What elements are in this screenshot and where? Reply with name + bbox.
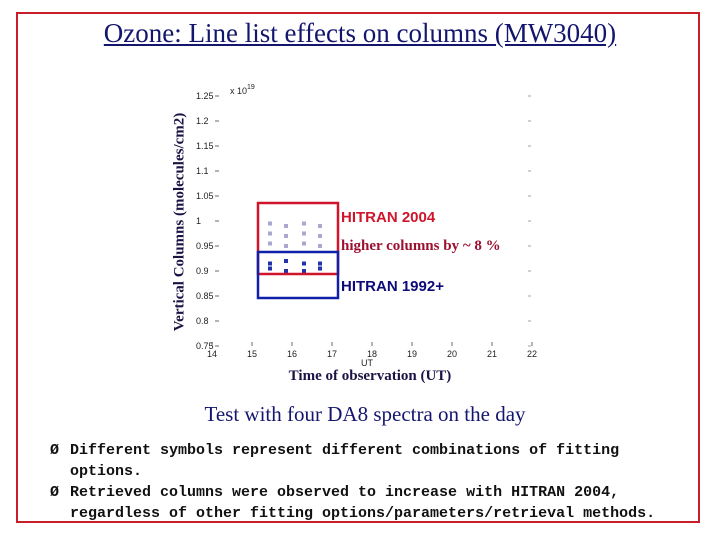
test-description: Test with four DA8 spectra on the day: [204, 402, 526, 426]
chart-x-axis-label: Time of observation (UT): [288, 368, 452, 384]
data-point: [302, 241, 306, 246]
y-tick-label: 1.1: [196, 166, 209, 176]
annotation-hitran-2004: HITRAN 2004: [341, 209, 436, 226]
bullet-arrow-icon: Ø: [50, 442, 60, 459]
data-point: [284, 244, 288, 248]
x-tick-label: 15: [247, 349, 257, 359]
data-point: [318, 261, 322, 266]
data-point: [284, 234, 288, 238]
bullet-list: Ø Different symbols represent different …: [50, 440, 690, 524]
y-tick-label: 1.25: [196, 91, 214, 101]
x-tick-group: 14 15 16 17 18 19 20 21 22: [207, 342, 537, 359]
y-multiplier-label: x 1019: [230, 84, 255, 96]
chart-svg: 0.75 0.8 0.85 0.9 0.95 1 1.05 1.1 1.15 1.2 1.25 14…: [196, 84, 537, 368]
y-tick-label: 0.85: [196, 291, 214, 301]
bullet-item: Ø Retrieved columns were observed to inc…: [50, 482, 690, 503]
data-point: [302, 231, 306, 236]
y-tick-label: 0.8: [196, 316, 209, 326]
data-point: [268, 241, 272, 246]
data-point: [302, 261, 306, 266]
y-tick-label: 1: [196, 216, 201, 226]
bullet-text: Retrieved columns were observed to incre…: [70, 484, 620, 501]
x-tick-label: 18: [367, 349, 377, 359]
x-tick-label: 22: [527, 349, 537, 359]
x-tick-label: 21: [487, 349, 497, 359]
bullet-continuation: regardless of other fitting options/para…: [70, 505, 656, 522]
y-tick-label: 1.15: [196, 141, 214, 151]
hitran-2004-box: [256, 201, 340, 276]
data-point: [318, 234, 322, 238]
slide-title: Ozone: Line list effects on columns (MW3…: [103, 18, 617, 48]
hitran-1992-box: [256, 250, 340, 300]
x-tick-label: 19: [407, 349, 417, 359]
data-point: [302, 269, 306, 273]
y-tick-label: 1.2: [196, 116, 209, 126]
x-tick-label: 20: [447, 349, 457, 359]
bullet-text: Different symbols represent different co…: [70, 442, 620, 480]
data-point: [284, 224, 288, 228]
bullet-item: Ø Different symbols represent different …: [50, 440, 690, 482]
data-point: [284, 259, 288, 263]
x-axis-small-label: UT: [361, 358, 373, 368]
data-point: [268, 261, 272, 266]
y-tick-label: 0.75: [196, 341, 214, 351]
x-tick-label: 16: [287, 349, 297, 359]
data-point: [318, 266, 322, 271]
annotation-hitran-1992: HITRAN 1992+: [341, 278, 444, 295]
data-points: [268, 221, 322, 273]
data-point: [318, 224, 322, 228]
slide-frame: [16, 12, 700, 523]
bullet-arrow-icon: Ø: [50, 484, 60, 501]
y-tick-label: 0.9: [196, 266, 209, 276]
data-point: [268, 221, 272, 226]
data-point: [318, 244, 322, 248]
data-point: [268, 231, 272, 236]
annotation-higher-columns: higher columns by ~ 8 %: [341, 238, 501, 254]
y-tick-label: 0.95: [196, 241, 214, 251]
x-tick-label: 17: [327, 349, 337, 359]
x-tick-label: 14: [207, 349, 217, 359]
data-point: [302, 221, 306, 226]
data-point: [268, 266, 272, 271]
data-point: [284, 269, 288, 273]
y-tick-label: 1.05: [196, 191, 214, 201]
y-tick-group: 0.75 0.8 0.85 0.9 0.95 1 1.05 1.1 1.15 1.2 1.25: [196, 91, 531, 351]
